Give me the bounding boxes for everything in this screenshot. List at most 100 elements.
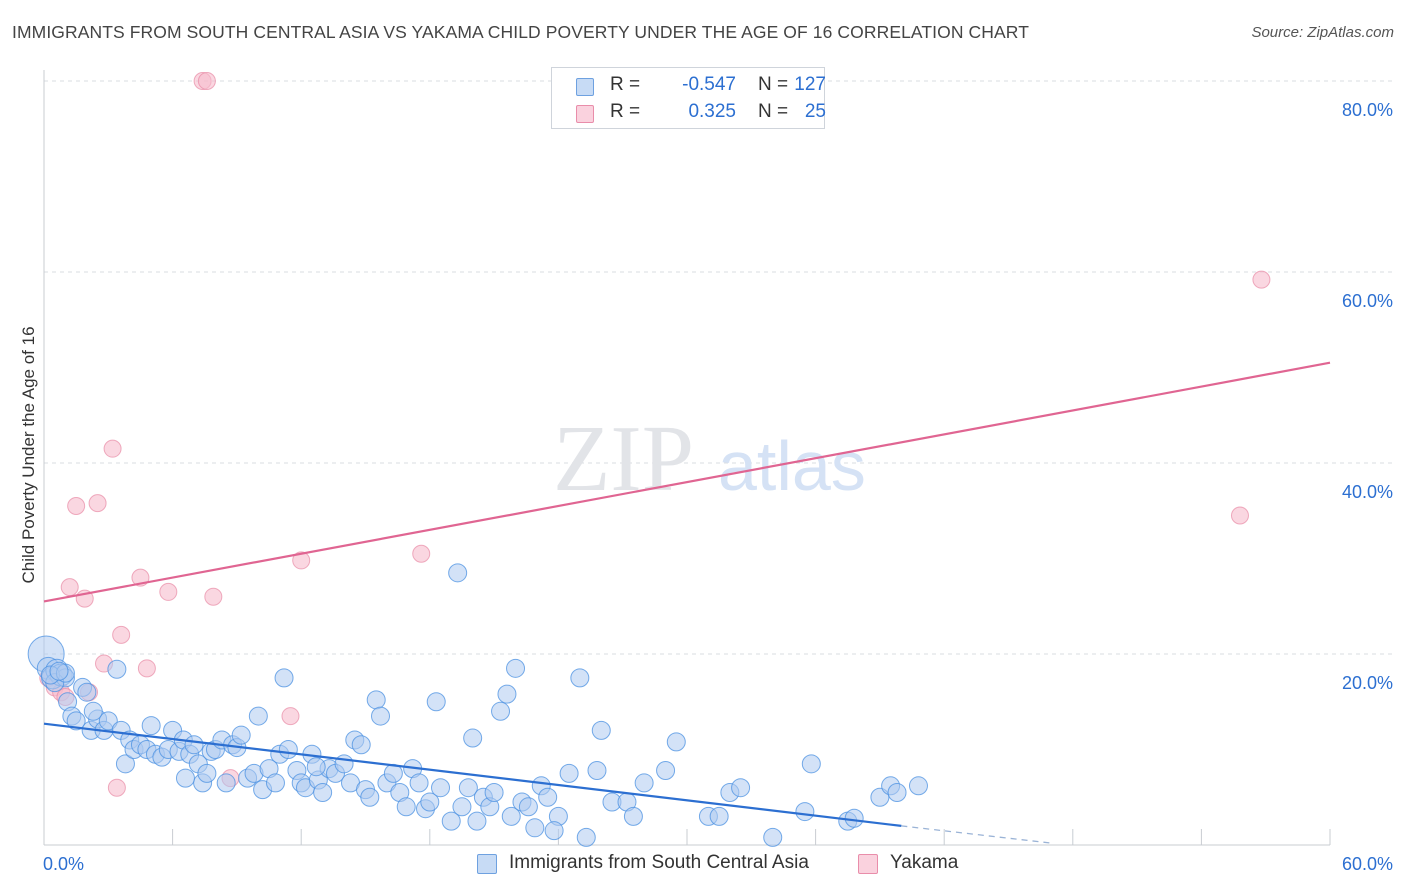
y-tick-label: 80.0% (1342, 100, 1393, 120)
yakama-point (1230, 506, 1249, 525)
x-tick-label: 0.0% (43, 854, 84, 874)
immigrants-point (587, 761, 607, 781)
immigrants-point (623, 806, 643, 826)
r-value: 0.325 (688, 101, 736, 122)
immigrants-point (216, 773, 236, 793)
immigrants-point (452, 797, 472, 817)
yakama-point (292, 551, 311, 570)
immigrants-point (538, 787, 558, 807)
immigrants-point (441, 811, 461, 831)
stats-legend: R = -0.547 N = 127 R = 0.325 N = 25 (551, 67, 826, 129)
immigrants-point (458, 778, 478, 798)
immigrants-point (491, 701, 511, 721)
legend-swatch-pink (858, 854, 878, 874)
immigrants-point (371, 706, 391, 726)
watermark-atlas: atlas (718, 427, 866, 505)
series-legend-label: Immigrants from South Central Asia (509, 852, 809, 873)
immigrants-point (467, 811, 487, 831)
y-axis-label: Child Poverty Under the Age of 16 (19, 326, 38, 583)
immigrants-point (360, 787, 380, 807)
immigrants-point (306, 757, 326, 777)
source-credit: Source: ZipAtlas.com (1251, 24, 1394, 41)
immigrants-point (448, 563, 468, 583)
immigrants-point (334, 754, 354, 774)
immigrants-point (844, 808, 864, 828)
immigrants-point (115, 754, 135, 774)
yakama-point (1252, 270, 1271, 289)
immigrants-point (49, 661, 69, 681)
immigrants-point (409, 773, 429, 793)
immigrants-point (231, 725, 251, 745)
immigrants-point (795, 802, 815, 822)
immigrants-point (265, 773, 285, 793)
immigrants-point (506, 658, 526, 678)
r-label: R = (610, 74, 641, 95)
immigrants-point (666, 732, 686, 752)
n-label: N = (758, 101, 789, 122)
immigrants-point (248, 706, 268, 726)
immigrants-point (634, 773, 654, 793)
r-label: R = (610, 101, 641, 122)
legend-swatch-pink (576, 105, 594, 123)
immigrants-point (431, 778, 451, 798)
immigrants-point (887, 782, 907, 802)
n-label: N = (758, 74, 789, 95)
immigrants-point (313, 782, 333, 802)
x-tick-label: 60.0% (1342, 854, 1393, 874)
grid-lines (44, 80, 1392, 655)
immigrants-points (27, 563, 928, 847)
immigrants-point (98, 711, 118, 731)
immigrants-point (274, 668, 294, 688)
immigrants-trend-extension (901, 825, 1052, 844)
immigrants-point (278, 740, 298, 759)
series-legend-label: Yakama (890, 852, 959, 873)
immigrants-point (518, 797, 538, 817)
immigrants-point (197, 763, 217, 783)
immigrants-point (591, 720, 611, 740)
y-tick-label: 20.0% (1342, 673, 1393, 693)
r-value: -0.547 (682, 74, 736, 95)
yakama-point (112, 625, 131, 644)
immigrants-point (570, 668, 590, 688)
immigrants-point (731, 778, 751, 798)
yakama-trend-line (43, 361, 1331, 603)
immigrants-point (184, 735, 204, 755)
immigrants-point (559, 763, 579, 783)
n-value: 127 (794, 74, 826, 95)
yakama-point (412, 544, 431, 563)
immigrants-point (366, 690, 386, 710)
immigrants-point (463, 728, 483, 748)
yakama-point (60, 578, 79, 597)
immigrants-point (141, 716, 161, 736)
chart-title: IMMIGRANTS FROM SOUTH CENTRAL ASIA VS YA… (12, 22, 1030, 42)
y-tick-label: 60.0% (1342, 291, 1393, 311)
trend-lines (43, 361, 1331, 844)
yakama-point (197, 72, 216, 90)
axis-labels: 20.0% 40.0% 60.0% 80.0% 0.0% 60.0% Child Pover… (19, 100, 1393, 874)
watermark: ZIP atlas (553, 407, 866, 511)
yakama-point (281, 707, 300, 726)
yakama-point (107, 778, 126, 797)
n-value: 25 (804, 101, 826, 122)
watermark-zip: ZIP (553, 407, 694, 511)
immigrants-point (763, 827, 783, 847)
yakama-point (159, 582, 178, 601)
immigrants-point (525, 818, 545, 838)
immigrants-point (396, 797, 416, 817)
yakama-point (103, 439, 122, 458)
immigrants-point (801, 754, 821, 774)
immigrants-point (83, 701, 103, 721)
y-tick-label: 40.0% (1342, 482, 1393, 502)
yakama-point (137, 659, 156, 678)
immigrants-point (484, 782, 504, 802)
immigrants-point (420, 792, 440, 812)
immigrants-point (497, 684, 517, 704)
yakama-point (67, 496, 86, 515)
immigrants-point (544, 821, 564, 841)
yakama-point (88, 494, 107, 513)
immigrants-point (175, 768, 195, 788)
legend-swatch-blue (576, 78, 594, 96)
immigrants-point (351, 735, 371, 755)
immigrants-point (656, 761, 676, 781)
